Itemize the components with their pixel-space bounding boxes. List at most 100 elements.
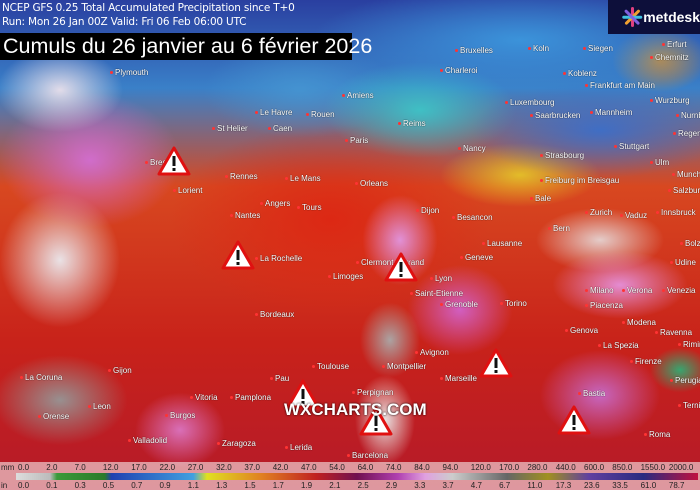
city-label: La Spezia	[598, 341, 639, 350]
legend-tick-label: 54.0	[329, 463, 345, 472]
city-label: Perugia	[670, 376, 700, 385]
city-label: Orense	[38, 412, 69, 421]
legend-in-row: in 0.0 0.1 0.3 0.5 0.7 0.9 1.1 1.3 1.5 1.7 1.9 2.1 2…	[0, 481, 700, 490]
city-label: Torino	[500, 299, 527, 308]
legend-tick-label: 0.0	[18, 481, 30, 490]
watermark: WXCHARTS.COM	[284, 400, 427, 419]
city-label: Zurich	[585, 208, 612, 217]
legend-tick-label: 12.0	[102, 463, 119, 472]
city-label: Le Havre	[255, 108, 292, 117]
legend-tick-label: 600.0	[584, 463, 605, 472]
city-label: Pau	[270, 374, 289, 383]
city-label: Geneve	[460, 253, 493, 262]
city-label: Toulouse	[312, 362, 349, 371]
city-label: Tours	[297, 203, 322, 212]
warning-triangle-icon	[479, 348, 513, 378]
city-label: Siegen	[583, 44, 613, 53]
city-label: Lerida	[285, 443, 312, 452]
city-label: Dijon	[416, 206, 439, 215]
city-label: La Rochelle	[255, 254, 302, 263]
city-label: Roma	[644, 430, 670, 439]
city-label: Udine	[670, 258, 696, 267]
legend-tick-label: 0.3	[74, 481, 86, 490]
city-label: Strasbourg	[540, 151, 584, 160]
city-label: Gijon	[108, 366, 132, 375]
city-label: Charleroi	[440, 66, 477, 75]
city-label: Nancy	[458, 144, 486, 153]
product-name: Total Accumulated Precipitation since T+…	[81, 2, 295, 14]
city-label: Saint-Etienne	[410, 289, 463, 298]
city-label: Vaduz	[620, 211, 647, 220]
run-valid-time: Run: Mon 26 Jan 00Z Valid: Fri 06 Feb 06…	[2, 16, 247, 28]
city-label: Rimini	[678, 340, 700, 349]
city-label: Saarbrucken	[530, 111, 580, 120]
city-label: Luxembourg	[505, 98, 554, 107]
city-label: Brest	[145, 158, 169, 167]
warning-triangle-icon	[359, 406, 393, 436]
model-line: NCEP GFS 0.25 Total Accumulated Precipit…	[2, 2, 295, 14]
city-label: Marseille	[440, 374, 477, 383]
city-label: Perpignan	[352, 388, 393, 397]
legend-tick-label: 27.0	[187, 463, 204, 472]
legend-tick-label: 0.5	[102, 481, 115, 490]
city-label: Genova	[565, 326, 598, 335]
city-label: Paris	[345, 136, 368, 145]
legend-tick-label: 94.0	[442, 463, 459, 472]
city-label: Bolzano	[680, 239, 700, 248]
legend-tick-label: 850.0	[612, 463, 633, 472]
legend-tick-label: 6.7	[499, 481, 511, 490]
city-label: Valladolid	[128, 436, 167, 445]
legend-tick-label: 2.0	[46, 463, 58, 472]
city-label: Burgos	[165, 411, 195, 420]
legend-tick-label: 61.0	[640, 481, 657, 490]
city-label: Koln	[528, 44, 549, 53]
city-label: Stuttgart	[614, 142, 649, 151]
legend-tick-label: 11.0	[527, 481, 543, 490]
city-label: Rouen	[306, 110, 335, 119]
warning-triangle-icon	[157, 146, 191, 176]
city-label: Clermont-Ferrand	[356, 258, 424, 267]
logo-text: metdesk	[643, 9, 700, 25]
legend-mm-row: mm 0.0 2.0 7.0 12.0 17.0 22.0 27.0 32.0 37.0 42.0…	[0, 463, 700, 472]
legend-tick-label: 17.3	[555, 481, 572, 490]
legend-tick-label: 0.1	[46, 481, 58, 490]
city-label: Nurnberg	[676, 111, 700, 120]
city-label: Bordeaux	[255, 310, 294, 319]
legend-tick-label: 23.6	[584, 481, 600, 490]
city-label: Lorient	[173, 186, 202, 195]
model-name: NCEP GFS 0.25	[2, 2, 79, 14]
legend-tick-label: 1.7	[272, 481, 284, 490]
city-label: Innsbruck	[656, 208, 696, 217]
legend-tick-label: 2.1	[329, 481, 341, 490]
legend-color-bar	[16, 473, 698, 480]
legend-tick-label: 42.0	[272, 463, 289, 472]
city-label: Lyon	[430, 274, 452, 283]
city-label: Freiburg im Breisgau	[540, 176, 619, 185]
city-label: Orleans	[355, 179, 388, 188]
chart-header: NCEP GFS 0.25 Total Accumulated Precipit…	[0, 0, 700, 33]
legend-tick-label: 1.5	[244, 481, 256, 490]
legend-tick-label: 7.0	[74, 463, 86, 472]
city-label: Munchen	[672, 170, 700, 179]
in-unit-label: in	[1, 481, 8, 490]
metdesk-logo-icon	[622, 7, 643, 27]
city-label: Plymouth	[110, 68, 148, 77]
city-label: Caen	[268, 124, 292, 133]
city-label: Barcelona	[347, 451, 388, 460]
legend-tick-label: 33.5	[612, 481, 628, 490]
city-label: Leon	[88, 402, 111, 411]
city-label: Pamplona	[230, 393, 271, 402]
city-label: Ulm	[650, 158, 669, 167]
city-label: Modena	[622, 318, 656, 327]
city-label: Vitoria	[190, 393, 218, 402]
title-bar: Cumuls du 26 janvier au 6 février 2026	[0, 33, 372, 60]
legend-tick-label: 0.7	[131, 481, 143, 490]
metdesk-logo: metdesk	[608, 0, 700, 34]
city-label: Ravenna	[655, 328, 692, 337]
legend-tick-label: 0.0	[18, 463, 30, 472]
city-label: Rennes	[225, 172, 258, 181]
legend-tick-label: 1.3	[216, 481, 228, 490]
city-label: Le Mans	[285, 174, 321, 183]
city-label: Mannheim	[590, 108, 632, 117]
